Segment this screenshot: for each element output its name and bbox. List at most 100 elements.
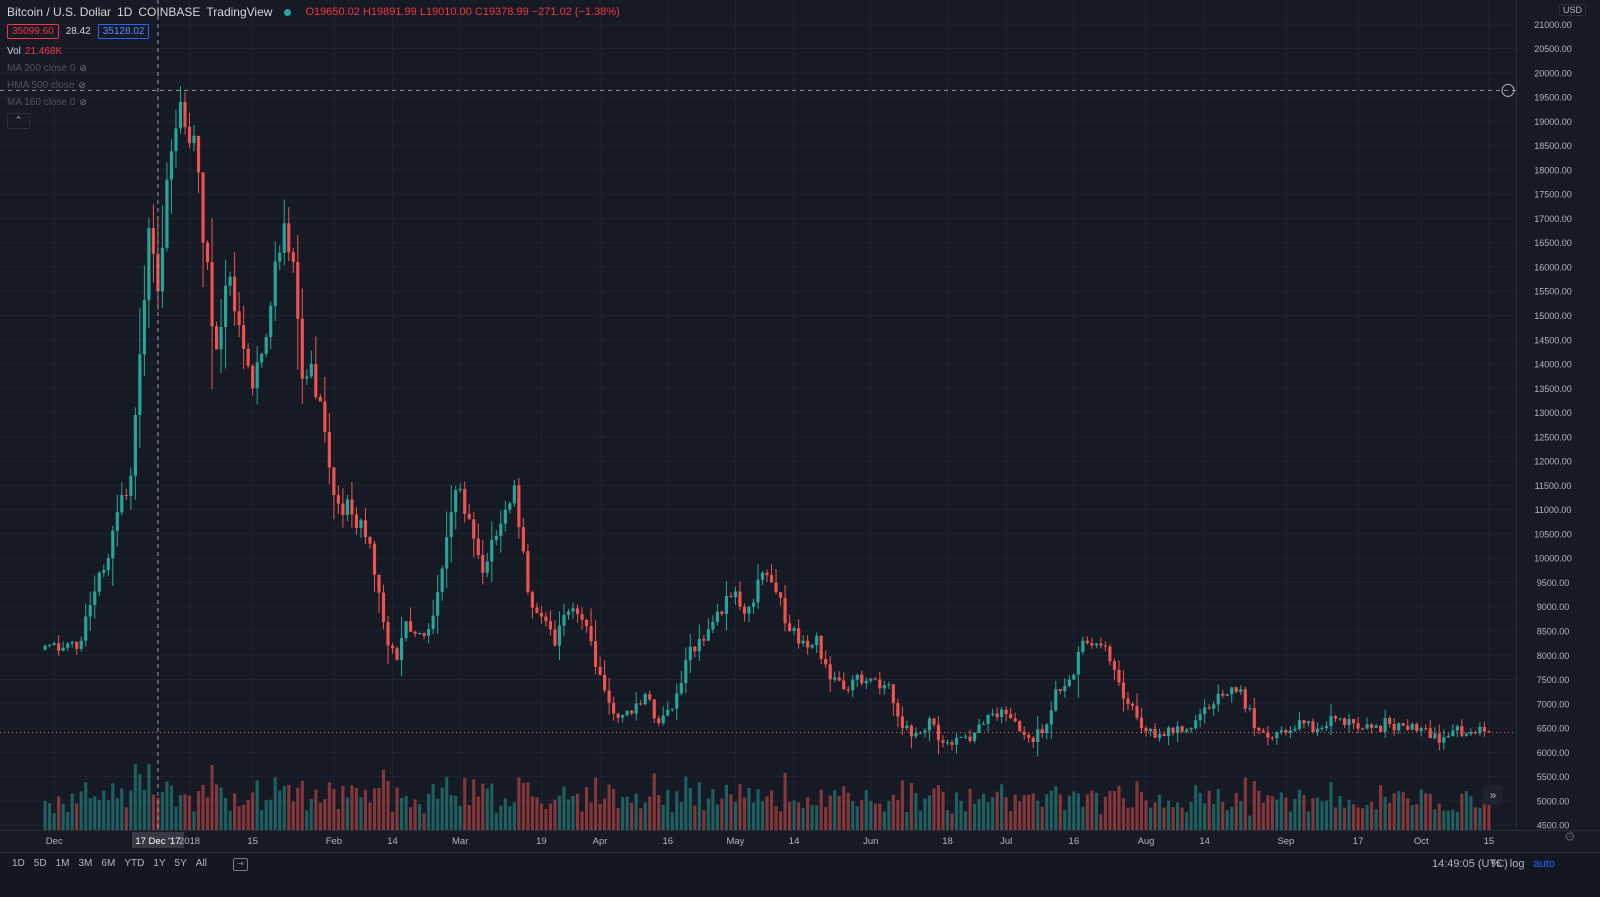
range-6m[interactable]: 6M (101, 858, 116, 869)
range-ytd[interactable]: YTD (124, 858, 145, 869)
candle-body (1243, 689, 1247, 709)
percent-scale-toggle[interactable]: % (1491, 858, 1501, 870)
candle-body (1121, 682, 1126, 699)
volume-bar (278, 790, 282, 830)
currency-selector[interactable]: USD (1558, 4, 1586, 16)
candle-body (711, 621, 715, 630)
candle-body (174, 128, 178, 152)
auto-scale-toggle[interactable]: auto (1533, 858, 1555, 870)
volume-bar (977, 799, 981, 830)
volume-bar (1198, 792, 1202, 830)
candle-body (932, 718, 936, 725)
price-tick-label: 13500.00 (1534, 384, 1572, 394)
candle-body (900, 716, 904, 729)
volume-bar (255, 780, 259, 830)
volume-bar (1320, 801, 1324, 830)
go-to-date-icon[interactable]: ⇥ (233, 858, 248, 871)
volume-legend[interactable]: Vol 21.468K (7, 46, 62, 57)
volume-bar (1324, 800, 1329, 830)
candle-body (991, 713, 995, 715)
volume-bar (643, 802, 647, 830)
volume-bar (1009, 811, 1013, 830)
candle-body (1302, 720, 1306, 724)
price-tick-label: 20500.00 (1534, 44, 1572, 54)
interval-label[interactable]: 1D (117, 5, 133, 19)
volume-bar (282, 786, 286, 830)
volume-bar (323, 799, 327, 830)
eye-off-icon[interactable]: ⊘ (78, 80, 86, 90)
collapse-legend-button[interactable]: ⌃ (7, 113, 30, 129)
candle-body (878, 679, 882, 689)
volume-bar (1392, 793, 1396, 830)
scroll-to-realtime-button[interactable]: » (1483, 785, 1503, 805)
candle-body (458, 488, 462, 491)
volume-bar (1397, 791, 1401, 830)
price-tick-label: 11500.00 (1535, 481, 1572, 491)
candle-body (1135, 705, 1139, 718)
indicator-ma160[interactable]: MA 160 close 0 ⊘ (7, 97, 87, 108)
range-1m[interactable]: 1M (55, 858, 70, 869)
volume-bar (729, 794, 733, 830)
volume-bar (160, 792, 165, 830)
price-tick-label: 10000.00 (1534, 554, 1572, 564)
range-1y[interactable]: 1Y (153, 858, 166, 869)
candle-body (494, 536, 498, 540)
scale-options: % log auto (1491, 858, 1555, 870)
price-chart[interactable]: 19637.7517 Dec '176407.65 4500.005000.00… (0, 0, 1600, 852)
candle-body (1216, 693, 1220, 705)
candle-body (1022, 731, 1026, 735)
indicator-label: MA 160 close 0 (7, 97, 76, 108)
candle-body (341, 503, 345, 515)
volume-bar (1284, 797, 1288, 830)
sell-price-button[interactable]: 35099.60 (7, 24, 59, 39)
volume-bar (562, 786, 566, 830)
volume-bar (273, 777, 277, 830)
volume-bar (1446, 810, 1450, 830)
volume-bar (878, 803, 882, 830)
volume-bar (1311, 798, 1315, 830)
range-3m[interactable]: 3M (78, 858, 93, 869)
volume-bar (1261, 802, 1265, 830)
volume-bar (630, 802, 634, 830)
volume-bar (1144, 800, 1148, 830)
candle-body (679, 683, 683, 694)
candle-body (133, 415, 137, 476)
candle-body (1171, 727, 1175, 733)
candle-body (1085, 640, 1089, 644)
volume-bar (1207, 790, 1211, 830)
bottom-toolbar: 1D 5D 1M 3M 6M YTD 1Y 5Y All ⇥ 14:49:05 … (0, 852, 1600, 897)
price-tick-label: 17000.00 (1534, 214, 1572, 224)
eye-off-icon[interactable]: ⊘ (79, 97, 87, 107)
volume-value: 21.468K (24, 46, 63, 57)
volume-bar (476, 796, 480, 830)
volume-bar (778, 811, 783, 830)
utc-clock[interactable]: 14:49:05 (UTC) (1432, 858, 1508, 870)
volume-bar (706, 798, 710, 830)
price-tick-label: 9500.00 (1537, 578, 1570, 588)
volume-bar (205, 797, 210, 830)
volume-bar (1415, 804, 1419, 830)
candle-body (783, 597, 787, 624)
symbol-legend: Bitcoin / U.S. Dollar 1D COINBASE Tradin… (7, 5, 620, 19)
range-5y[interactable]: 5Y (174, 858, 187, 869)
range-1d[interactable]: 1D (12, 858, 25, 869)
volume-bar (1293, 798, 1297, 830)
log-scale-toggle[interactable]: log (1509, 858, 1525, 870)
symbol-name[interactable]: Bitcoin / U.S. Dollar (7, 5, 112, 19)
volume-bar (1162, 807, 1166, 830)
volume-bar (589, 802, 593, 830)
range-5d[interactable]: 5D (33, 858, 47, 869)
buy-price-button[interactable]: 35128.02 (97, 24, 150, 39)
volume-bar (982, 793, 986, 830)
volume-bar (201, 784, 205, 830)
volume-bar (395, 787, 399, 830)
settings-gear-icon[interactable]: ⚙ (1564, 829, 1576, 844)
indicator-hma500[interactable]: HMA 500 close ⊘ (7, 80, 86, 91)
candle-body (1460, 726, 1464, 736)
candle-body (1040, 729, 1044, 733)
eye-off-icon[interactable]: ⊘ (79, 63, 87, 73)
indicator-ma200[interactable]: MA 200 close 0 ⊘ (7, 63, 87, 74)
candle-body (305, 376, 309, 379)
volume-bar (1239, 801, 1243, 830)
range-all[interactable]: All (195, 858, 207, 869)
